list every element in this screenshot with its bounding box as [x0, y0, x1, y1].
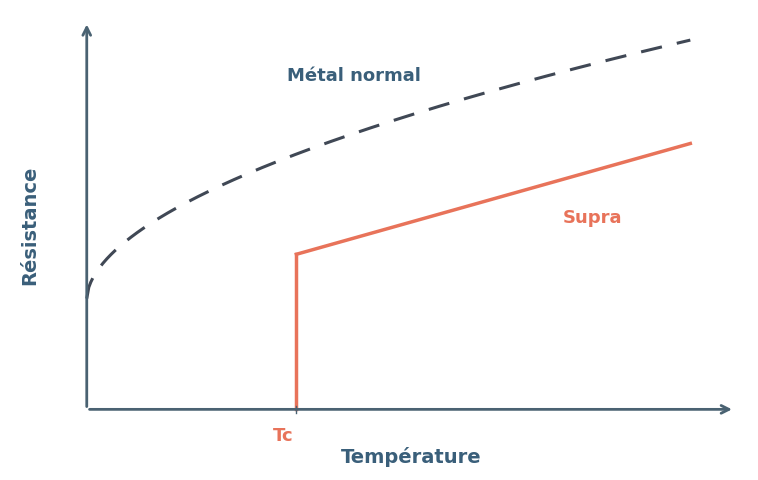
Text: Supra: Supra: [563, 209, 623, 227]
Text: Métal normal: Métal normal: [287, 67, 421, 85]
Text: Tc: Tc: [273, 426, 293, 444]
Text: Température: Température: [340, 446, 481, 467]
Text: Résistance: Résistance: [20, 166, 39, 285]
